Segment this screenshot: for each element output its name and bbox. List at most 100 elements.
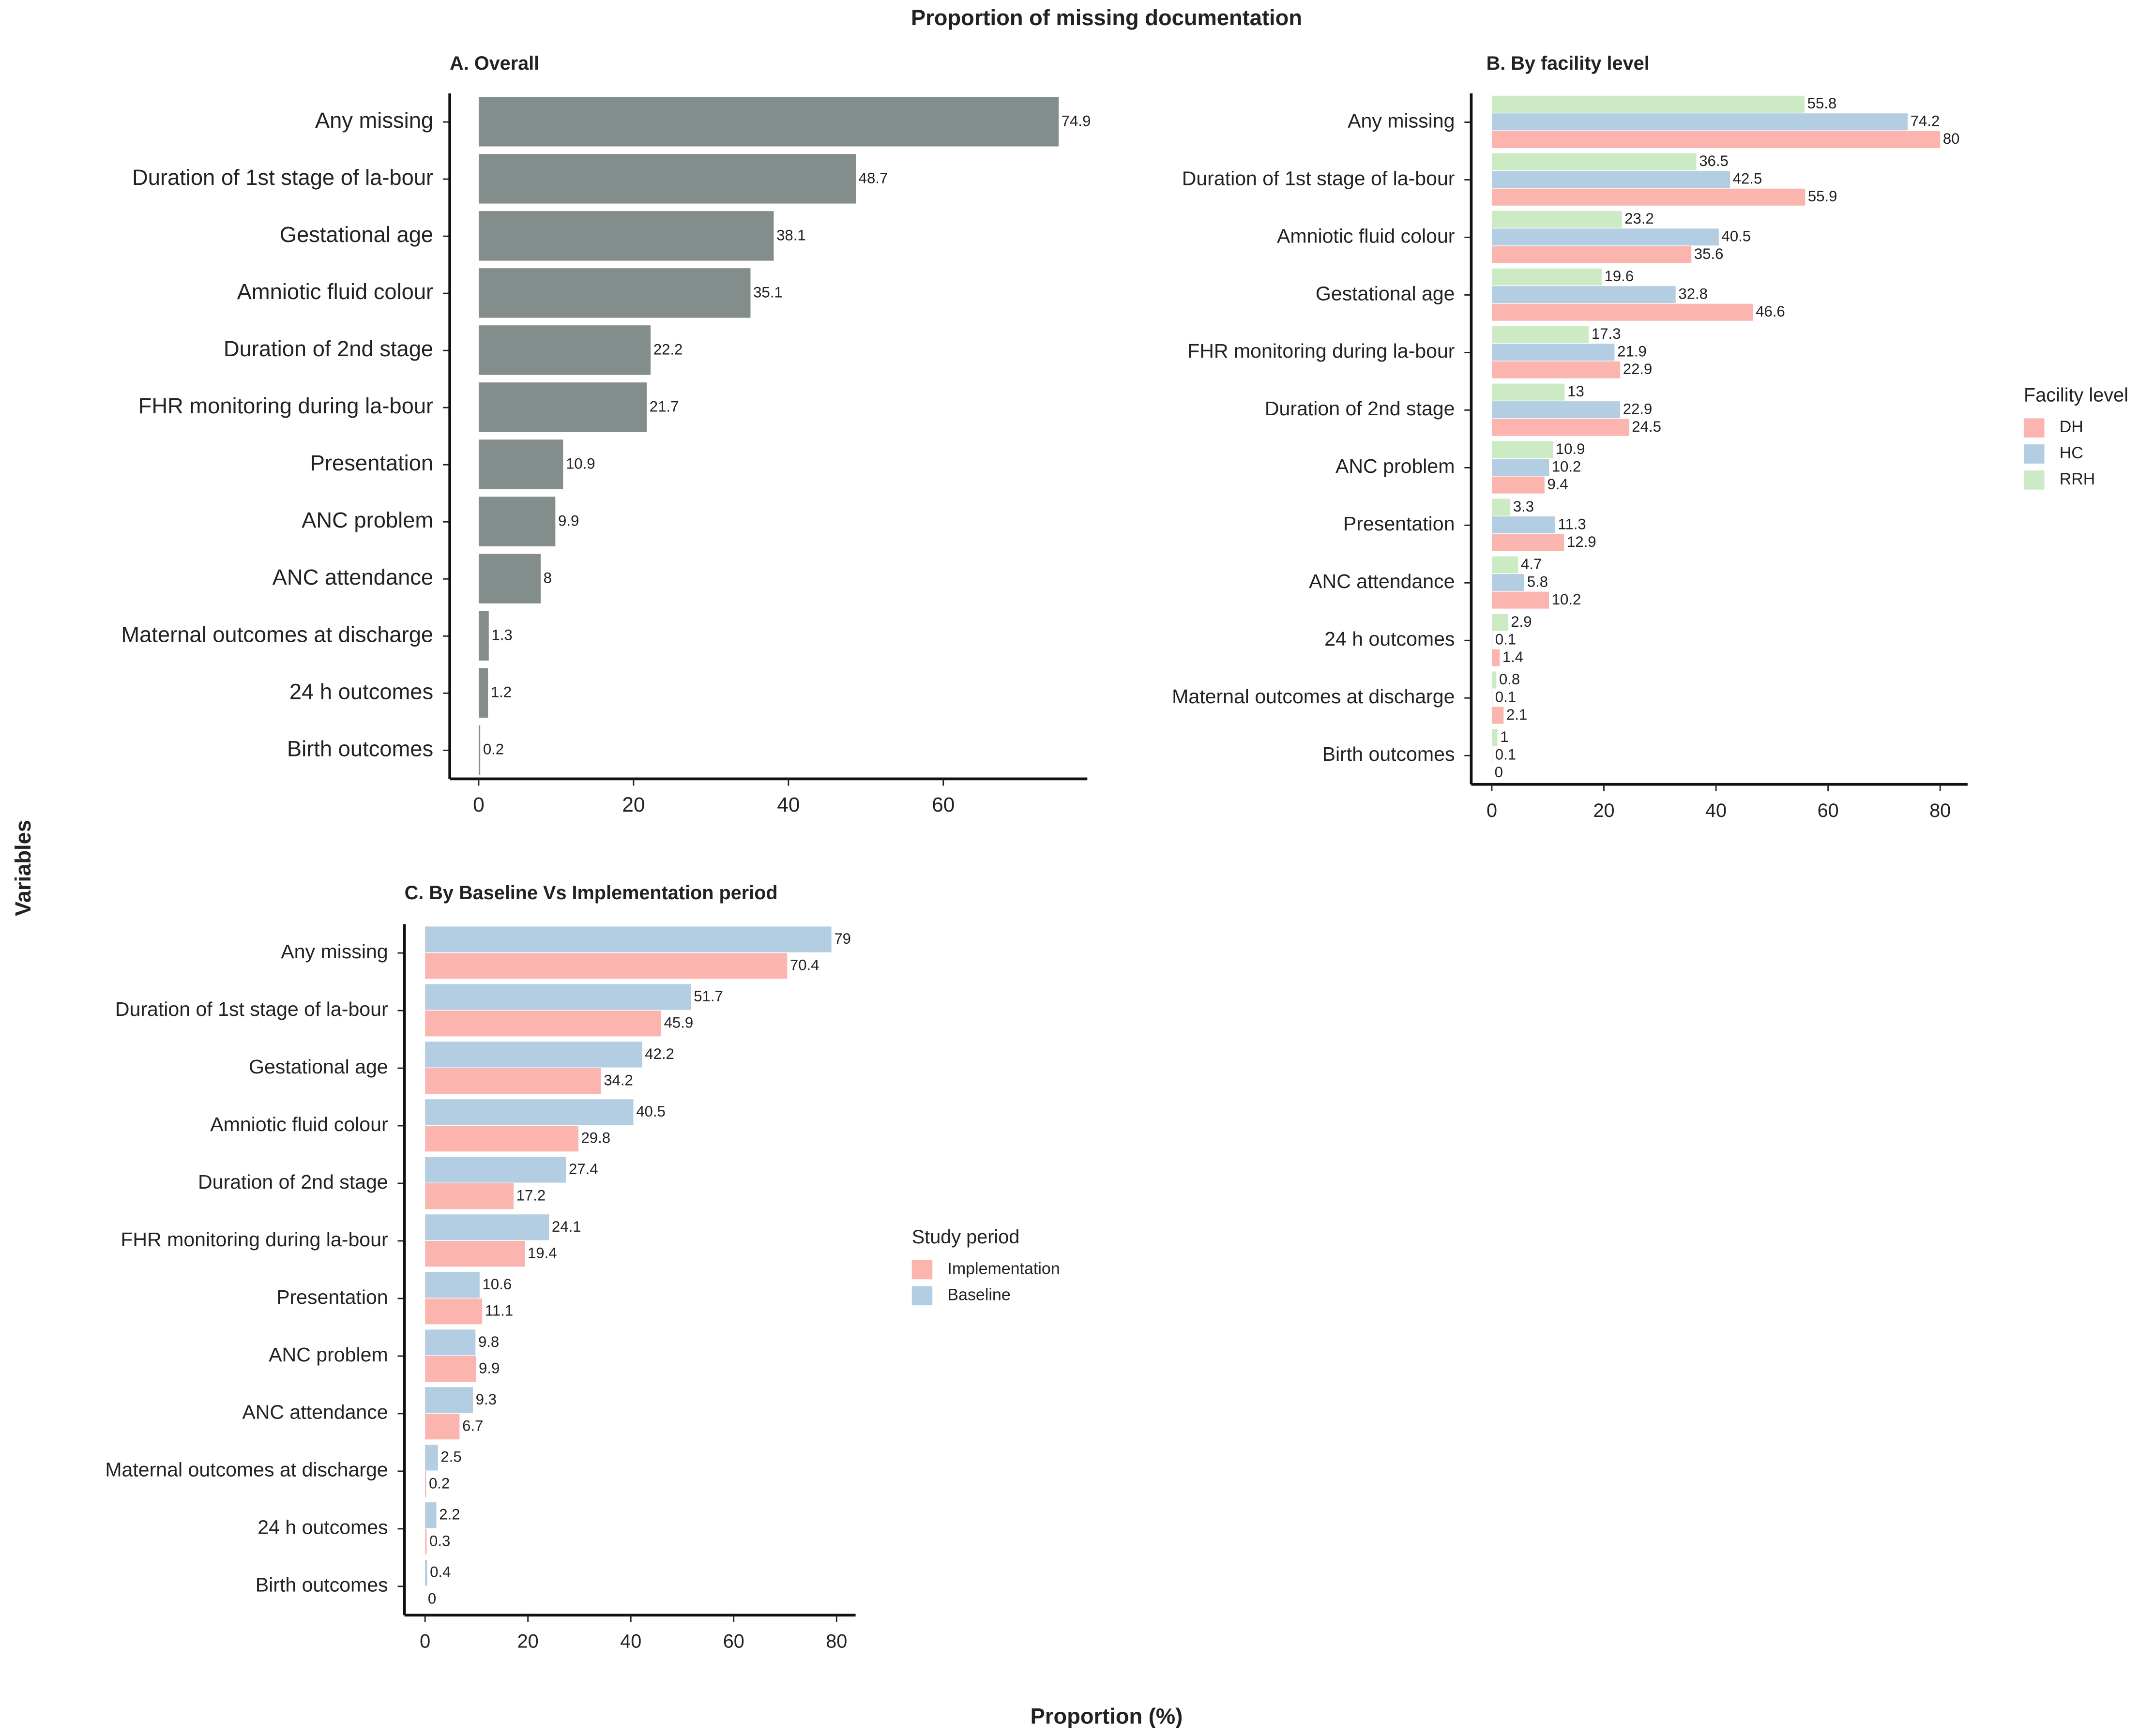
- value-label: 10.2: [1552, 458, 1581, 475]
- bar: [478, 382, 647, 432]
- value-label: 22.2: [653, 341, 683, 358]
- figure-title: Proportion of missing documentation: [911, 5, 1302, 30]
- bar: [1491, 649, 1500, 666]
- value-label: 2.9: [1511, 613, 1532, 630]
- y-tick-label: Maternal outcomes at discharge: [105, 1459, 388, 1481]
- bar: [425, 1272, 480, 1298]
- value-label: 55.8: [1807, 95, 1837, 112]
- bar: [478, 725, 481, 775]
- x-tick-label: 60: [1818, 800, 1839, 821]
- y-axis-label: Variables: [11, 820, 35, 916]
- legend-swatch: [2024, 444, 2045, 464]
- value-label: 0.3: [429, 1532, 450, 1549]
- x-tick-label: 20: [622, 794, 645, 816]
- bar: [425, 1240, 525, 1267]
- bar: [1491, 268, 1602, 286]
- x-tick-label: 0: [473, 794, 485, 816]
- x-tick-label: 60: [723, 1630, 744, 1652]
- x-axis-label: Proportion (%): [1031, 1704, 1183, 1729]
- legend-label: RRH: [2060, 470, 2095, 488]
- panel-title: C. By Baseline Vs Implementation period: [405, 882, 778, 904]
- legend-label: HC: [2060, 444, 2083, 462]
- y-tick-label: Duration of 1st stage of la-bour: [1182, 167, 1455, 189]
- y-tick-label: Amniotic fluid colour: [237, 279, 433, 304]
- y-tick-label: FHR monitoring during la-bour: [121, 1228, 388, 1251]
- value-label: 27.4: [569, 1161, 598, 1177]
- bar: [425, 1099, 634, 1125]
- value-label: 10.9: [1556, 440, 1585, 457]
- value-label: 2.5: [440, 1449, 461, 1465]
- value-label: 9.8: [478, 1333, 499, 1350]
- bar: [478, 325, 651, 375]
- x-tick-label: 0: [1487, 800, 1497, 821]
- legend-label: Implementation: [947, 1259, 1060, 1278]
- value-label: 21.9: [1617, 343, 1647, 360]
- bar: [478, 268, 751, 318]
- value-label: 0.4: [430, 1564, 451, 1581]
- bar: [1491, 326, 1589, 343]
- bar: [1491, 614, 1508, 631]
- bar: [1491, 441, 1553, 458]
- value-label: 0: [428, 1590, 436, 1607]
- bar: [1491, 534, 1564, 551]
- y-tick-label: Birth outcomes: [1322, 743, 1455, 765]
- value-label: 74.9: [1062, 112, 1091, 129]
- value-label: 0.2: [483, 741, 504, 758]
- x-tick-label: 20: [517, 1630, 539, 1652]
- value-label: 45.9: [664, 1014, 694, 1031]
- bar: [478, 611, 489, 661]
- x-tick-label: 20: [1593, 800, 1614, 821]
- bar: [1491, 131, 1941, 148]
- value-label: 36.5: [1699, 152, 1729, 169]
- value-label: 17.3: [1592, 325, 1621, 342]
- y-tick-label: Presentation: [276, 1286, 388, 1308]
- bar: [1491, 228, 1719, 246]
- value-label: 4.7: [1521, 556, 1542, 573]
- legend-title: Study period: [912, 1226, 1020, 1248]
- bar: [1491, 419, 1629, 436]
- value-label: 48.7: [859, 169, 888, 186]
- value-label: 0.1: [1495, 746, 1516, 763]
- legend-swatch: [2024, 418, 2045, 438]
- y-tick-label: Gestational age: [249, 1056, 388, 1078]
- bar: [1491, 344, 1615, 361]
- value-label: 11.3: [1558, 516, 1586, 533]
- value-label: 24.5: [1632, 418, 1661, 435]
- value-label: 23.2: [1624, 210, 1654, 227]
- value-label: 12.9: [1567, 533, 1596, 550]
- y-tick-label: ANC problem: [1335, 455, 1455, 477]
- bar: [1491, 729, 1498, 746]
- value-label: 0: [1495, 764, 1503, 781]
- bar: [1491, 671, 1497, 689]
- bar: [1491, 516, 1555, 534]
- y-tick-label: Duration of 2nd stage: [1265, 397, 1455, 420]
- y-tick-label: Duration of 1st stage of la-bour: [115, 998, 388, 1020]
- y-tick-label: 24 h outcomes: [258, 1516, 388, 1539]
- y-tick-label: Any missing: [281, 940, 388, 963]
- value-label: 10.9: [566, 455, 595, 472]
- bar: [425, 1298, 483, 1325]
- value-label: 34.2: [604, 1072, 633, 1089]
- bar: [478, 554, 541, 604]
- value-label: 3.3: [1513, 498, 1534, 515]
- value-label: 13: [1567, 383, 1584, 400]
- value-label: 32.8: [1678, 286, 1708, 302]
- bar: [1491, 113, 1908, 131]
- bar: [478, 439, 563, 489]
- value-label: 0.1: [1495, 688, 1516, 705]
- bar: [1491, 361, 1621, 378]
- x-tick-label: 80: [826, 1630, 847, 1652]
- x-tick-label: 80: [1929, 800, 1951, 821]
- value-label: 9.3: [476, 1391, 497, 1408]
- legend-label: Baseline: [947, 1285, 1010, 1304]
- bar: [425, 1042, 642, 1068]
- bar: [425, 1356, 476, 1382]
- bar: [425, 1413, 460, 1440]
- value-label: 22.9: [1623, 401, 1653, 418]
- x-tick-label: 40: [1705, 800, 1727, 821]
- value-label: 9.9: [479, 1360, 500, 1377]
- value-label: 40.5: [1722, 228, 1751, 245]
- bar: [425, 1502, 437, 1528]
